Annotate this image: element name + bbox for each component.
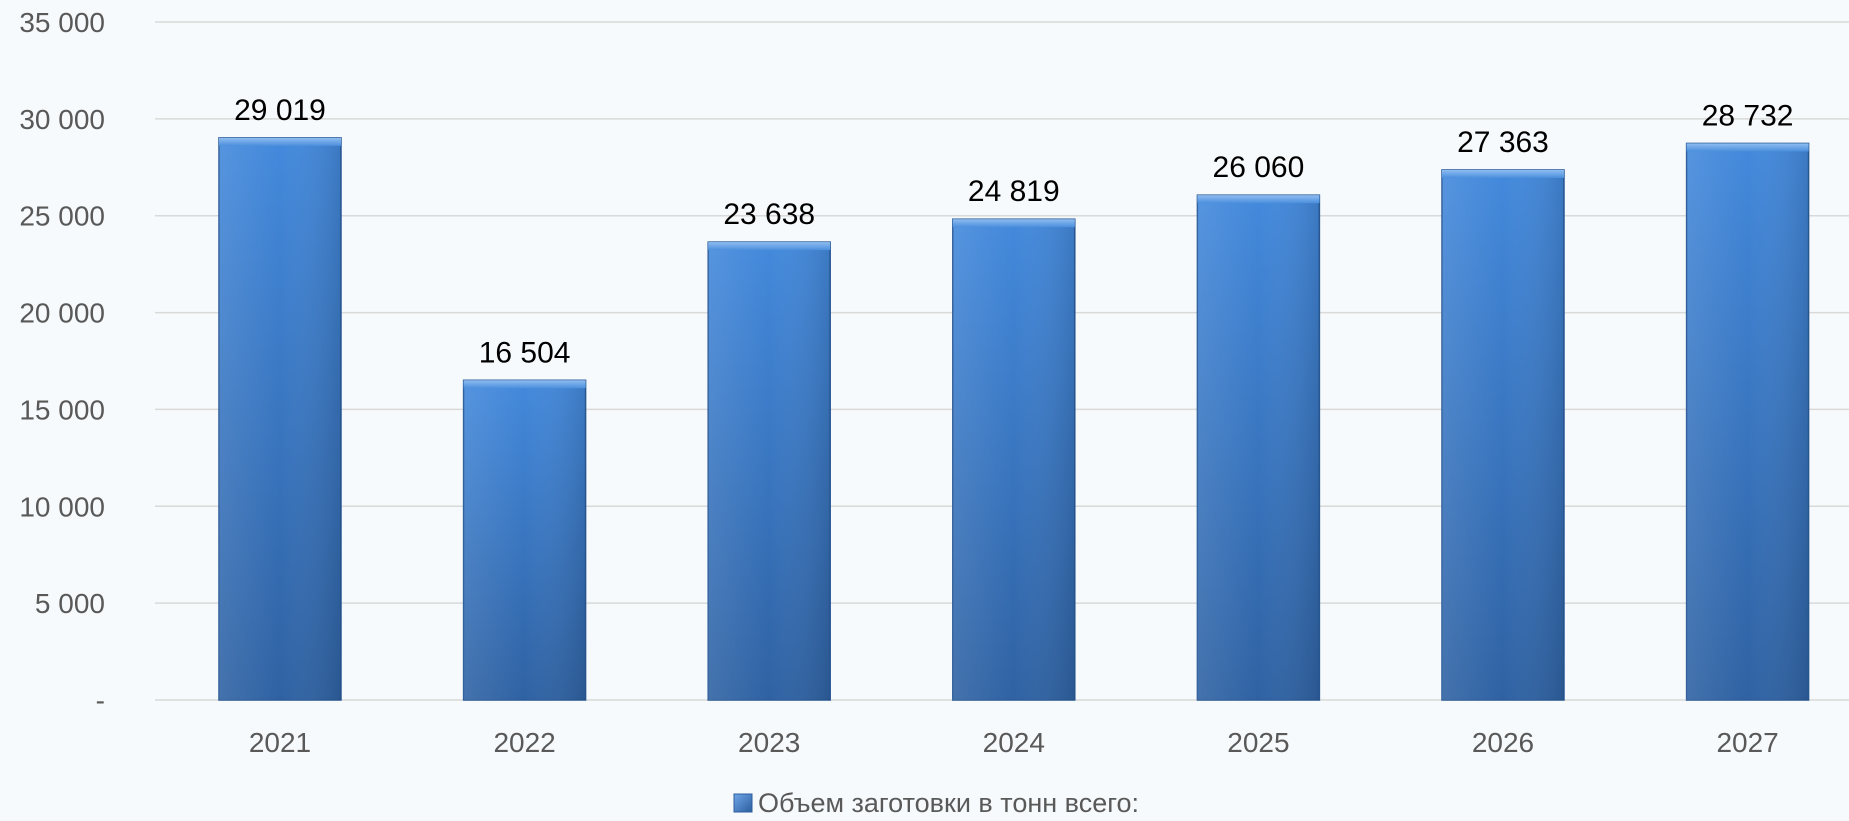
- data-label: 28 732: [1702, 99, 1794, 132]
- x-axis-ticks: 2021 2022 2023 2024 2025 2026 2027: [249, 727, 1779, 758]
- bar-cap: [952, 219, 1075, 228]
- bar-cap: [1686, 143, 1809, 152]
- bar: [218, 137, 342, 701]
- bar-shade: [708, 242, 831, 700]
- x-tick-label: 2024: [983, 727, 1045, 758]
- bar: [1441, 169, 1565, 701]
- bar-shade: [219, 137, 341, 700]
- bar-shade: [1686, 143, 1809, 701]
- data-label: 29 019: [234, 94, 326, 127]
- bar: [1685, 142, 1810, 701]
- x-tick-label: 2023: [738, 727, 800, 758]
- bar: [707, 241, 831, 701]
- y-tick-label: 5 000: [35, 588, 105, 619]
- x-tick-label: 2022: [493, 727, 555, 758]
- data-label: 16 504: [479, 336, 571, 369]
- legend-label: Объем заготовки в тонн всего:: [758, 788, 1139, 818]
- bar-cap: [219, 137, 341, 146]
- data-label: 24 819: [968, 175, 1060, 208]
- bar: [1196, 194, 1321, 701]
- data-label: 26 060: [1213, 151, 1305, 184]
- bars: [218, 137, 1810, 701]
- legend-swatch: [733, 793, 753, 813]
- data-label: 23 638: [723, 198, 815, 231]
- y-tick-label: 20 000: [19, 298, 105, 329]
- bar-shade: [1442, 169, 1564, 701]
- x-tick-label: 2027: [1716, 727, 1778, 758]
- x-tick-label: 2025: [1227, 727, 1289, 758]
- bar-cap: [708, 242, 831, 251]
- bar-shade: [463, 380, 586, 700]
- bar-cap: [463, 380, 586, 389]
- y-tick-label: 25 000: [19, 201, 105, 232]
- bar: [462, 379, 587, 701]
- x-tick-label: 2021: [249, 727, 311, 758]
- y-tick-label: -: [96, 685, 105, 716]
- bar-cap: [1442, 169, 1564, 178]
- y-tick-label: 30 000: [19, 104, 105, 135]
- bar-shade: [952, 219, 1075, 700]
- legend: Объем заготовки в тонн всего:: [733, 788, 1139, 818]
- data-labels: 29 019 16 504 23 638 24 819 26 060 27 363 28 7…: [234, 94, 1793, 369]
- data-label: 27 363: [1457, 126, 1549, 159]
- bar-cap: [1197, 195, 1320, 204]
- y-tick-label: 10 000: [19, 491, 105, 522]
- y-tick-label: 15 000: [19, 394, 105, 425]
- bar: [952, 218, 1076, 701]
- bar-shade: [1197, 195, 1320, 700]
- y-tick-label: 35 000: [19, 7, 105, 38]
- y-axis-ticks: - 5 000 10 000 15 000 20 000 25 000 30 000 35 0…: [19, 7, 105, 716]
- x-tick-label: 2026: [1472, 727, 1534, 758]
